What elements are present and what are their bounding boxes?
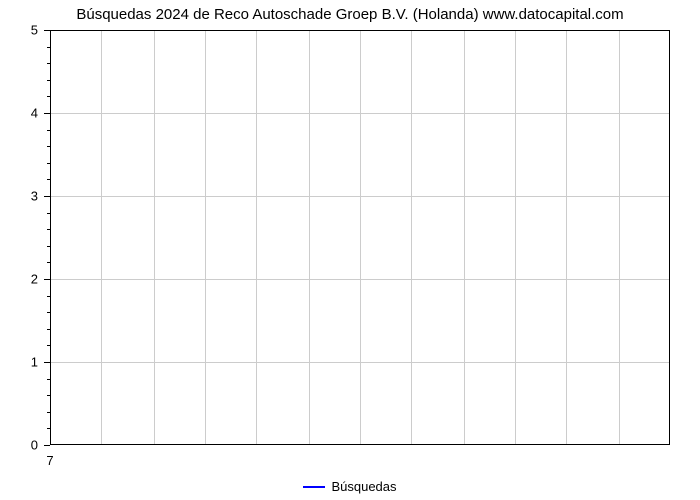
y-minor-tick bbox=[47, 345, 50, 346]
legend-label: Búsquedas bbox=[331, 479, 396, 494]
grid-line-vertical bbox=[464, 30, 465, 445]
y-minor-tick bbox=[47, 246, 50, 247]
y-tick-label: 0 bbox=[31, 438, 38, 453]
y-tick-label: 3 bbox=[31, 189, 38, 204]
y-minor-tick bbox=[47, 96, 50, 97]
grid-line-vertical bbox=[154, 30, 155, 445]
grid-line-vertical bbox=[619, 30, 620, 445]
y-minor-tick bbox=[47, 63, 50, 64]
y-tick-label: 4 bbox=[31, 106, 38, 121]
x-tick-label: 7 bbox=[46, 453, 53, 468]
y-minor-tick bbox=[47, 412, 50, 413]
plot-area: 012345 7 bbox=[50, 30, 670, 445]
y-minor-tick bbox=[47, 80, 50, 81]
y-minor-tick bbox=[47, 296, 50, 297]
chart-container: Búsquedas 2024 de Reco Autoschade Groep … bbox=[0, 0, 700, 500]
y-tick bbox=[44, 113, 50, 114]
y-tick bbox=[44, 362, 50, 363]
y-minor-tick bbox=[47, 179, 50, 180]
y-minor-tick bbox=[47, 262, 50, 263]
grid-line-vertical bbox=[256, 30, 257, 445]
y-tick bbox=[44, 279, 50, 280]
y-minor-tick bbox=[47, 395, 50, 396]
y-tick bbox=[44, 196, 50, 197]
y-tick bbox=[44, 445, 50, 446]
y-minor-tick bbox=[47, 47, 50, 48]
grid-line-vertical bbox=[566, 30, 567, 445]
y-tick-label: 2 bbox=[31, 272, 38, 287]
grid-line-vertical bbox=[309, 30, 310, 445]
grid-line-vertical bbox=[205, 30, 206, 445]
y-minor-tick bbox=[47, 312, 50, 313]
grid-line-vertical bbox=[411, 30, 412, 445]
y-minor-tick bbox=[47, 163, 50, 164]
y-minor-tick bbox=[47, 130, 50, 131]
grid-line-vertical bbox=[360, 30, 361, 445]
chart-title: Búsquedas 2024 de Reco Autoschade Groep … bbox=[0, 6, 700, 23]
y-minor-tick bbox=[47, 213, 50, 214]
y-tick-label: 5 bbox=[31, 23, 38, 38]
y-minor-tick bbox=[47, 229, 50, 230]
legend-swatch bbox=[303, 486, 325, 488]
y-minor-tick bbox=[47, 329, 50, 330]
grid-line-vertical bbox=[101, 30, 102, 445]
y-minor-tick bbox=[47, 379, 50, 380]
grid-line-vertical bbox=[515, 30, 516, 445]
y-tick-label: 1 bbox=[31, 355, 38, 370]
y-minor-tick bbox=[47, 146, 50, 147]
y-minor-tick bbox=[47, 428, 50, 429]
legend: Búsquedas bbox=[0, 478, 700, 494]
y-tick bbox=[44, 30, 50, 31]
